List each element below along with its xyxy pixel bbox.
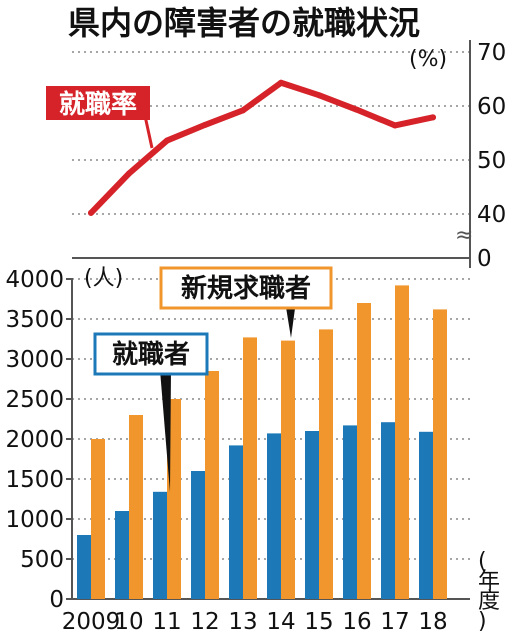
axis-break-mark: ≈ xyxy=(455,223,473,248)
rate-point xyxy=(278,79,284,86)
seekers-bar xyxy=(243,337,257,599)
line-y-tick-label: 40 xyxy=(477,202,506,228)
employed-label: 就職者 xyxy=(112,340,190,370)
line-y-tick-label: 50 xyxy=(477,148,506,174)
employed-callout-pointer xyxy=(160,370,171,492)
fiscal-year-char: 度 xyxy=(478,589,500,614)
seekers-bar xyxy=(281,340,295,599)
bar-y-tick-label: 2000 xyxy=(5,427,64,453)
seekers-bar xyxy=(395,285,409,599)
rate-point xyxy=(430,114,436,121)
chart-title: 県内の障害者の就職状況 xyxy=(68,4,420,42)
fiscal-year-char: ) xyxy=(478,609,487,634)
rate-point xyxy=(354,106,360,113)
employment-rate-points xyxy=(88,79,436,216)
employment-rate-line xyxy=(88,79,436,216)
employed-bar xyxy=(343,425,357,599)
seekers-callout-pointer xyxy=(285,301,296,338)
rate-point xyxy=(164,137,170,144)
employed-bar xyxy=(153,491,167,599)
bar-x-tick-label: 18 xyxy=(418,609,447,635)
bar-x-tick-label: 2009 xyxy=(62,609,121,635)
seekers-bar xyxy=(167,399,181,599)
bar-y-tick-label: 0 xyxy=(49,587,64,613)
bar-y-tick-label: 2500 xyxy=(5,387,64,413)
employed-bar xyxy=(305,431,319,599)
bar-y-tick-label: 3000 xyxy=(5,347,64,373)
fiscal-year-char: ( xyxy=(478,549,487,574)
seekers-bar xyxy=(205,371,219,599)
rate-point xyxy=(240,107,246,114)
fiscal-year-label: (年度) xyxy=(478,549,500,634)
seekers-label-box xyxy=(159,266,333,310)
seekers-bar xyxy=(433,309,447,599)
people-unit-label: (人) xyxy=(84,266,123,291)
bar-x-tick-label: 12 xyxy=(190,609,219,635)
bar-x-tick-label: 17 xyxy=(380,609,409,635)
bar-x-tick-label: 14 xyxy=(266,609,295,635)
line-chart-grid xyxy=(72,51,470,215)
seekers-label: 新規求職者 xyxy=(181,273,311,304)
employed-bar xyxy=(115,511,129,599)
employed-bar xyxy=(267,433,281,599)
seekers-bar xyxy=(319,329,333,599)
fiscal-year-char: 年 xyxy=(478,569,500,594)
seekers-bar xyxy=(357,303,371,599)
seekers-bar xyxy=(91,439,105,599)
seekers-bar xyxy=(129,415,143,599)
percent-unit-label: (%) xyxy=(409,47,447,72)
bar-y-tick-label: 1000 xyxy=(5,507,64,533)
employed-bar xyxy=(191,471,205,599)
bar-x-tick-label: 10 xyxy=(114,609,143,635)
bar-y-tick-label: 4000 xyxy=(5,267,64,293)
bar-x-tick-label: 15 xyxy=(304,609,333,635)
bar-y-tick-label: 3500 xyxy=(5,307,64,333)
line-y-tick-label: 70 xyxy=(477,40,506,66)
employed-bar xyxy=(229,445,243,599)
bar-x-tick-label: 11 xyxy=(152,609,181,635)
employed-bar xyxy=(77,535,91,599)
employed-label-box xyxy=(93,332,209,376)
rate-label-box xyxy=(46,86,150,120)
bar-y-tick-label: 1500 xyxy=(5,467,64,493)
line-y-tick-label: 0 xyxy=(477,246,492,272)
line-chart-y-ticks: 70 60 50 40 0 xyxy=(477,40,506,272)
bar-x-tick-label: 16 xyxy=(342,609,371,635)
rate-point xyxy=(202,121,208,128)
bar-y-tick-label: 500 xyxy=(20,547,64,573)
employed-bar xyxy=(419,431,433,599)
line-y-tick-label: 60 xyxy=(477,94,506,120)
employed-bar xyxy=(381,422,395,599)
rate-point xyxy=(88,209,94,216)
bar-x-tick-label: 13 xyxy=(228,609,257,635)
rate-point xyxy=(392,122,398,129)
rate-label: 就職率 xyxy=(59,89,137,120)
bar-chart-bars xyxy=(77,285,447,599)
bar-chart-y-ticks: 4000 3500 3000 2500 2000 1500 1000 500 0 xyxy=(5,267,72,613)
rate-point xyxy=(126,170,132,177)
rate-point xyxy=(316,92,322,99)
